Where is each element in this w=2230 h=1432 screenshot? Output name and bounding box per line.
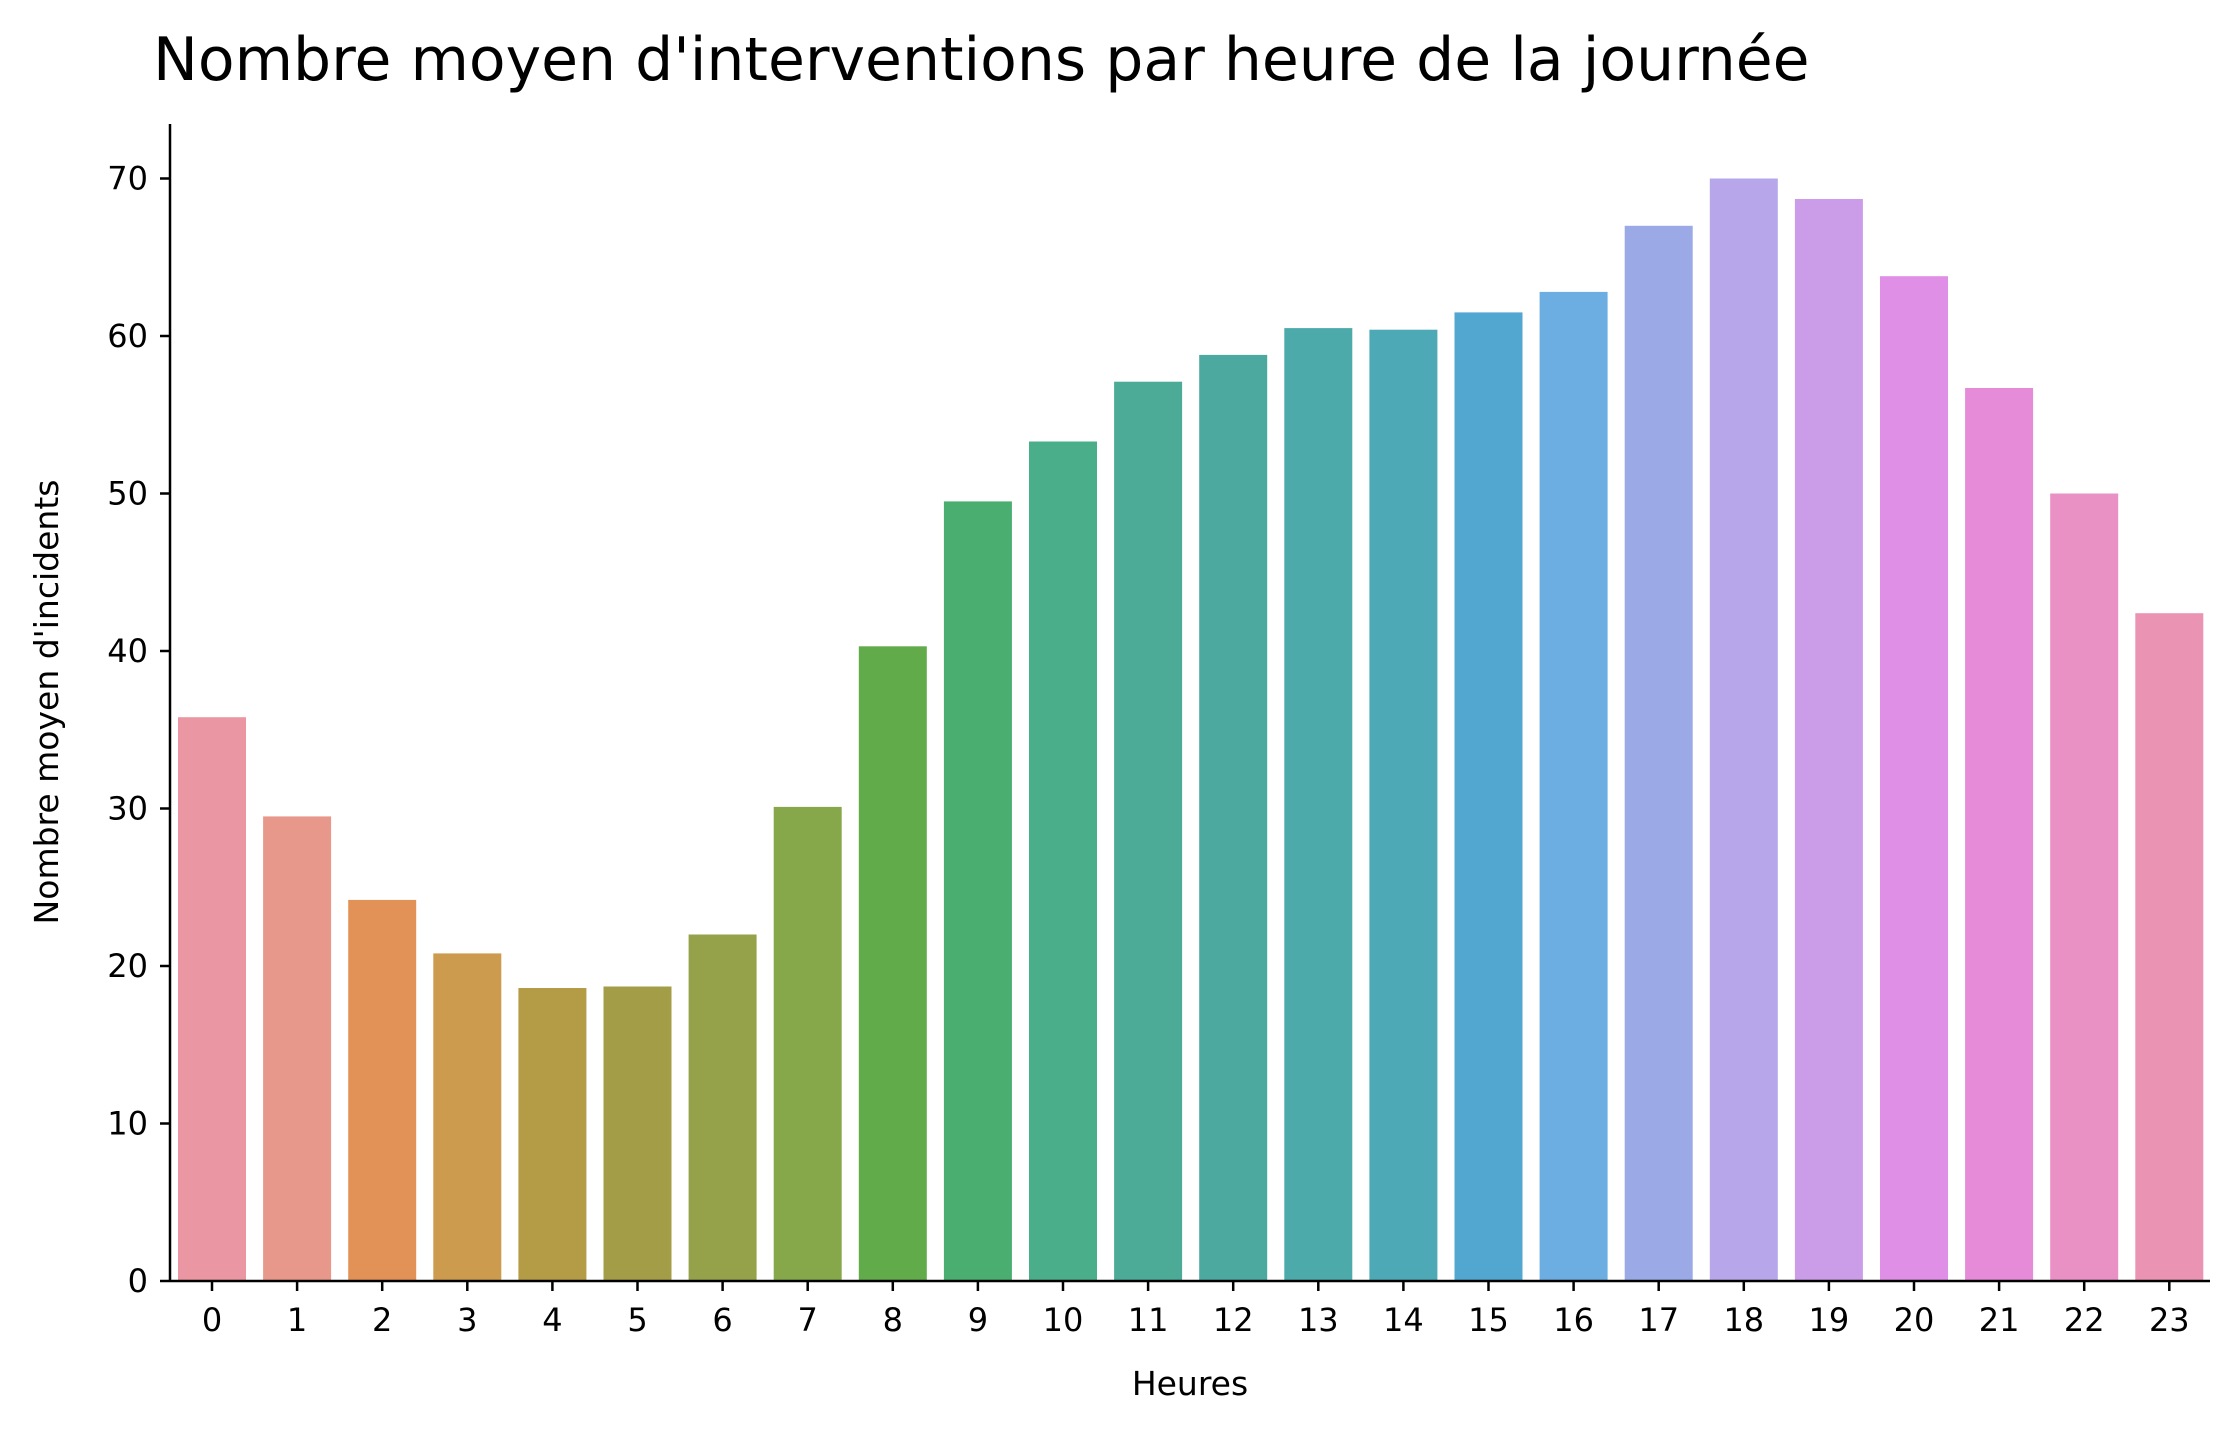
bar-hour-18 [1709,178,1778,1281]
x-tick-label: 0 [202,1301,222,1339]
x-tick-label: 3 [457,1301,477,1339]
bar-hour-15 [1454,312,1523,1281]
bar-hour-2 [348,899,417,1281]
bars-group [178,178,2204,1282]
x-tick-label: 10 [1043,1301,1084,1339]
y-tick-label: 20 [107,947,148,985]
bar-hour-17 [1624,225,1693,1282]
x-tick-label: 5 [627,1301,647,1339]
bar-hour-16 [1539,291,1608,1281]
y-tick-label: 50 [107,475,148,513]
y-axis-ticks: 0 10 20 30 40 50 60 70 [107,160,170,1300]
bar-hour-5 [603,986,672,1281]
chart-title: Nombre moyen d'interventions par heure d… [153,25,1810,95]
bar-hour-11 [1114,381,1183,1281]
bar-hour-10 [1029,441,1097,1281]
x-tick-label: 23 [2149,1301,2190,1339]
x-tick-label: 8 [883,1301,903,1339]
bar-hour-1 [263,816,332,1281]
bar-hour-0 [178,717,246,1281]
y-axis-label: Nombre moyen d'incidents [27,480,66,925]
x-tick-label: 7 [798,1301,818,1339]
bar-hour-6 [688,934,757,1281]
x-tick-label: 6 [712,1301,732,1339]
x-tick-label: 21 [1979,1301,2020,1339]
x-tick-label: 12 [1213,1301,1254,1339]
y-tick-label: 70 [107,160,148,198]
x-tick-label: 4 [542,1301,562,1339]
x-tick-label: 15 [1468,1301,1509,1339]
bar-hour-3 [433,953,502,1281]
x-tick-label: 18 [1723,1301,1764,1339]
bar-hour-21 [1965,388,2034,1281]
x-tick-label: 17 [1638,1301,1679,1339]
y-tick-label: 0 [128,1262,148,1300]
bar-hour-12 [1199,354,1268,1281]
x-tick-label: 20 [1894,1301,1935,1339]
x-tick-label: 13 [1298,1301,1339,1339]
bar-hour-22 [2050,493,2119,1281]
bar-hour-19 [1794,199,1863,1281]
x-axis-ticks: 0 1 2 3 4 5 6 7 8 9 10 11 12 13 14 15 16 17 18 19 20 21 22 23 [202,1281,2190,1339]
bar-hour-8 [858,646,927,1281]
bar-hour-13 [1284,328,1353,1282]
x-tick-label: 16 [1553,1301,1594,1339]
y-tick-label: 30 [107,790,148,828]
bar-hour-14 [1369,329,1438,1281]
y-tick-label: 60 [107,317,148,355]
bar-hour-7 [773,806,842,1281]
x-tick-label: 1 [287,1301,307,1339]
bar-hour-23 [2135,613,2204,1281]
x-tick-label: 22 [2064,1301,2105,1339]
x-tick-label: 9 [968,1301,988,1339]
x-tick-label: 11 [1128,1301,1169,1339]
bar-hour-9 [943,501,1012,1281]
y-tick-label: 10 [107,1105,148,1143]
x-axis-label: Heures [1132,1364,1248,1403]
bar-hour-20 [1880,276,1948,1281]
x-tick-label: 2 [372,1301,392,1339]
bar-hour-4 [518,988,587,1281]
x-tick-label: 19 [1809,1301,1850,1339]
x-tick-label: 14 [1383,1301,1424,1339]
y-tick-label: 40 [107,632,148,670]
